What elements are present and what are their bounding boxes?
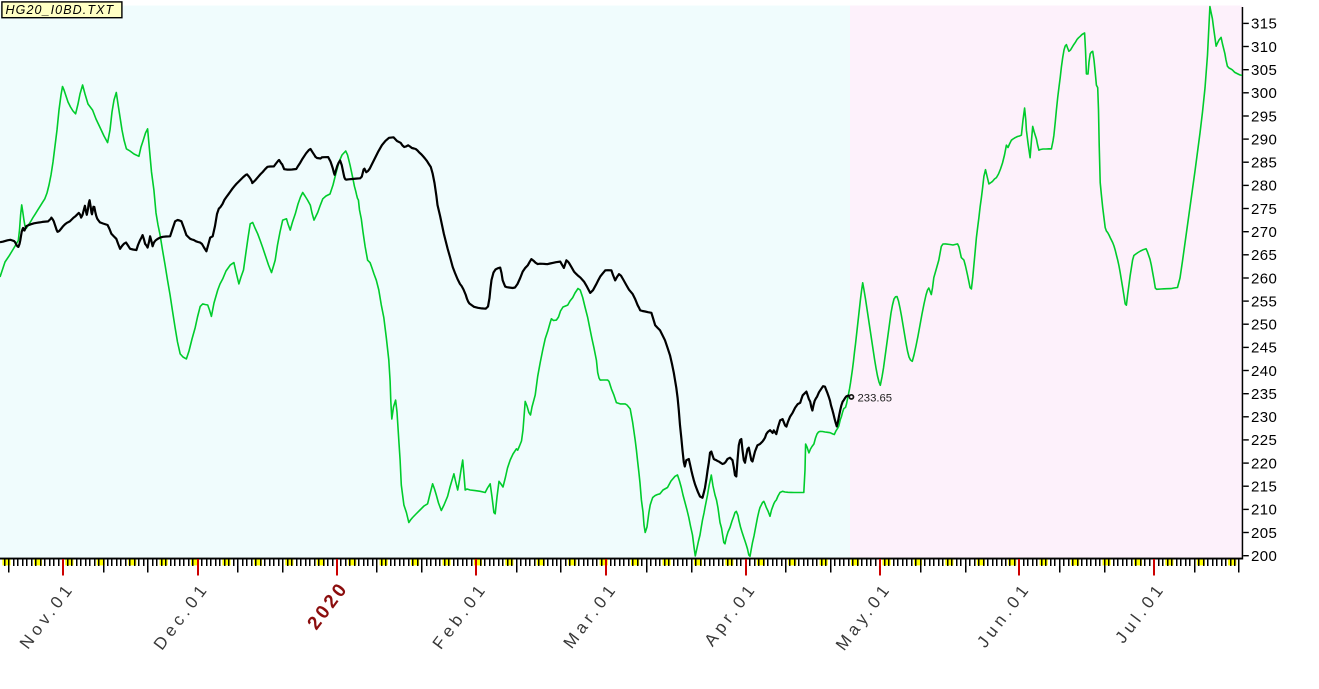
svg-text:235: 235 [1251, 386, 1277, 403]
svg-text:HG20_I0BD.TXT: HG20_I0BD.TXT [6, 3, 115, 17]
svg-text:315: 315 [1251, 16, 1277, 33]
svg-text:310: 310 [1251, 39, 1277, 56]
svg-text:205: 205 [1251, 525, 1277, 542]
svg-text:275: 275 [1251, 201, 1277, 218]
svg-text:290: 290 [1251, 131, 1277, 148]
svg-text:225: 225 [1251, 432, 1277, 449]
svg-text:200: 200 [1251, 548, 1277, 565]
svg-text:280: 280 [1251, 178, 1277, 195]
svg-text:255: 255 [1251, 293, 1277, 310]
svg-text:300: 300 [1251, 85, 1277, 102]
svg-text:210: 210 [1251, 502, 1277, 519]
svg-text:270: 270 [1251, 224, 1277, 241]
svg-text:245: 245 [1251, 340, 1277, 357]
svg-text:220: 220 [1251, 455, 1277, 472]
svg-text:215: 215 [1251, 479, 1277, 496]
svg-text:230: 230 [1251, 409, 1277, 426]
svg-text:265: 265 [1251, 247, 1277, 264]
svg-text:250: 250 [1251, 317, 1277, 334]
svg-text:305: 305 [1251, 62, 1277, 79]
svg-text:260: 260 [1251, 270, 1277, 287]
svg-text:233.65: 233.65 [858, 392, 893, 404]
svg-text:285: 285 [1251, 155, 1277, 172]
svg-text:295: 295 [1251, 108, 1277, 125]
svg-text:240: 240 [1251, 363, 1277, 380]
